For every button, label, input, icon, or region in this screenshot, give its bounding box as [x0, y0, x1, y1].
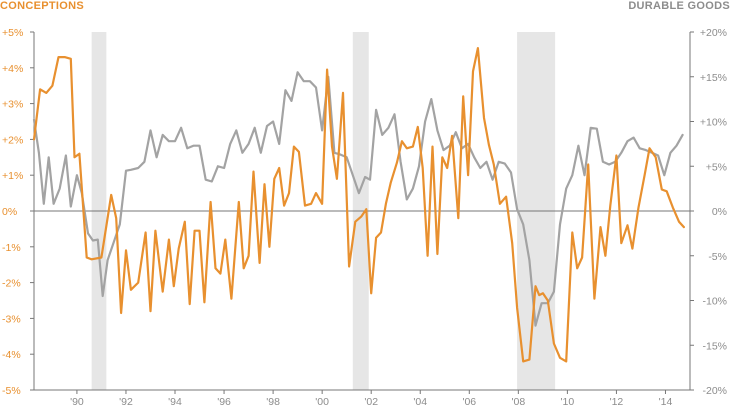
left-tick-label: +5% — [2, 27, 23, 39]
left-tick-label: 0% — [2, 206, 17, 218]
x-tick-label: '12 — [610, 396, 624, 408]
right-tick-label: 0% — [712, 206, 727, 218]
x-axis: '90 '92 '94 '96 '98 '00 '02 '04 '06 '08 '10 '12 '14 — [34, 210, 690, 408]
x-tick-label: '06 — [462, 396, 476, 408]
left-tick-label: +4% — [2, 63, 23, 75]
series-group — [32, 47, 685, 363]
right-tick-label: +15% — [700, 72, 727, 84]
x-tick-label: '10 — [561, 396, 575, 408]
left-axis: +5% +4% +3% +2% +1% 0% -1% -2% -3% -4% -5% — [2, 27, 35, 397]
left-axis-title: CONCEPTIONS — [0, 0, 84, 12]
left-tick-label: -3% — [2, 313, 21, 325]
right-tick-label: -15% — [702, 340, 727, 352]
left-tick-label: -1% — [2, 242, 21, 254]
x-tick-label: '08 — [511, 396, 525, 408]
right-tick-label: -10% — [702, 296, 727, 308]
right-axis: +20% +15% +10% +5% 0% -5% -10% -15% -20% — [689, 27, 727, 397]
x-tick-label: '02 — [364, 396, 378, 408]
left-tick-label: -4% — [2, 349, 21, 361]
x-tick-label: '00 — [315, 396, 329, 408]
right-axis-title: DURABLE GOODS — [628, 0, 730, 12]
durable-goods-line — [32, 71, 684, 327]
left-tick-label: +1% — [2, 170, 23, 182]
right-tick-label: +10% — [700, 117, 727, 129]
right-tick-label: -5% — [708, 251, 727, 263]
right-tick-label: -20% — [702, 385, 727, 397]
x-tick-label: '98 — [266, 396, 280, 408]
x-tick-label: '04 — [413, 396, 427, 408]
left-tick-label: -5% — [2, 385, 21, 397]
left-tick-label: -2% — [2, 278, 21, 290]
recession-bands — [91, 32, 556, 390]
x-tick-label: '96 — [217, 396, 231, 408]
x-tick-label: '92 — [119, 396, 133, 408]
x-tick-label: '90 — [70, 396, 84, 408]
x-tick-label: '94 — [168, 396, 182, 408]
right-tick-label: +5% — [706, 161, 727, 173]
left-tick-label: +3% — [2, 99, 23, 111]
conceptions-line — [32, 47, 685, 363]
left-tick-label: +2% — [2, 134, 23, 146]
right-tick-label: +20% — [700, 27, 727, 39]
x-tick-label: '14 — [659, 396, 673, 408]
